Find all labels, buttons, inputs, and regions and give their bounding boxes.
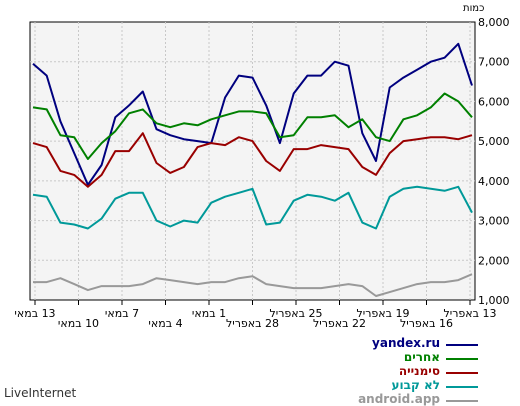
x-tick-label: 10 במאי [58, 317, 99, 330]
legend-label: לא קבוע [391, 378, 440, 392]
x-tick-label: 28 באפריל [226, 317, 279, 330]
x-tick-label: 1 במאי [192, 307, 226, 320]
series-line-yandex-ru [32, 42, 473, 186]
y-unit-label: כמות [463, 3, 485, 14]
series-line-- [32, 132, 473, 188]
y-tick-label: 4,000 [478, 175, 510, 188]
series-lines [32, 42, 473, 297]
legend-swatch [446, 358, 478, 360]
y-tick-label: 3,000 [478, 215, 510, 228]
legend-swatch [446, 372, 478, 374]
plot-area [29, 21, 476, 301]
legend-label: yandex.ru [372, 336, 440, 350]
x-tick-label: 4 במאי [148, 317, 182, 330]
x-tick-label: 13 במאי [14, 307, 55, 320]
series-line-- [32, 92, 473, 160]
legend-swatch [446, 400, 478, 402]
x-tick-label: 16 באפריל [400, 317, 453, 330]
legend-label: סימנייה [398, 364, 440, 378]
x-tick-label: 22 באפריל [313, 317, 366, 330]
y-tick-label: 1,000 [478, 294, 510, 307]
legend-swatch [446, 344, 478, 346]
legend-swatch [446, 386, 478, 388]
series-line-- [32, 185, 473, 230]
x-tick-label: 13 באפריל [444, 307, 497, 320]
y-tick-label: 7,000 [478, 56, 510, 69]
x-axis-ticks [34, 300, 471, 305]
watermark-text: LiveInternet [4, 386, 77, 400]
series-line-android-app [33, 273, 473, 297]
y-tick-label: 6,000 [478, 95, 510, 108]
y-tick-label: 2,000 [478, 254, 510, 267]
y-axis-labels: 1,000 2,000 3,000 4,000 5,000 6,000 7,000 8,000 [478, 16, 510, 307]
x-tick-label: 25 באפריל [270, 307, 323, 320]
legend-label: android.app [358, 392, 440, 406]
y-tick-label: 5,000 [478, 135, 510, 148]
x-tick-label: 7 במאי [105, 307, 139, 320]
legend-label: אחרים [403, 350, 440, 364]
x-tick-label: 19 באפריל [357, 307, 410, 320]
y-tick-label: 8,000 [478, 16, 510, 29]
